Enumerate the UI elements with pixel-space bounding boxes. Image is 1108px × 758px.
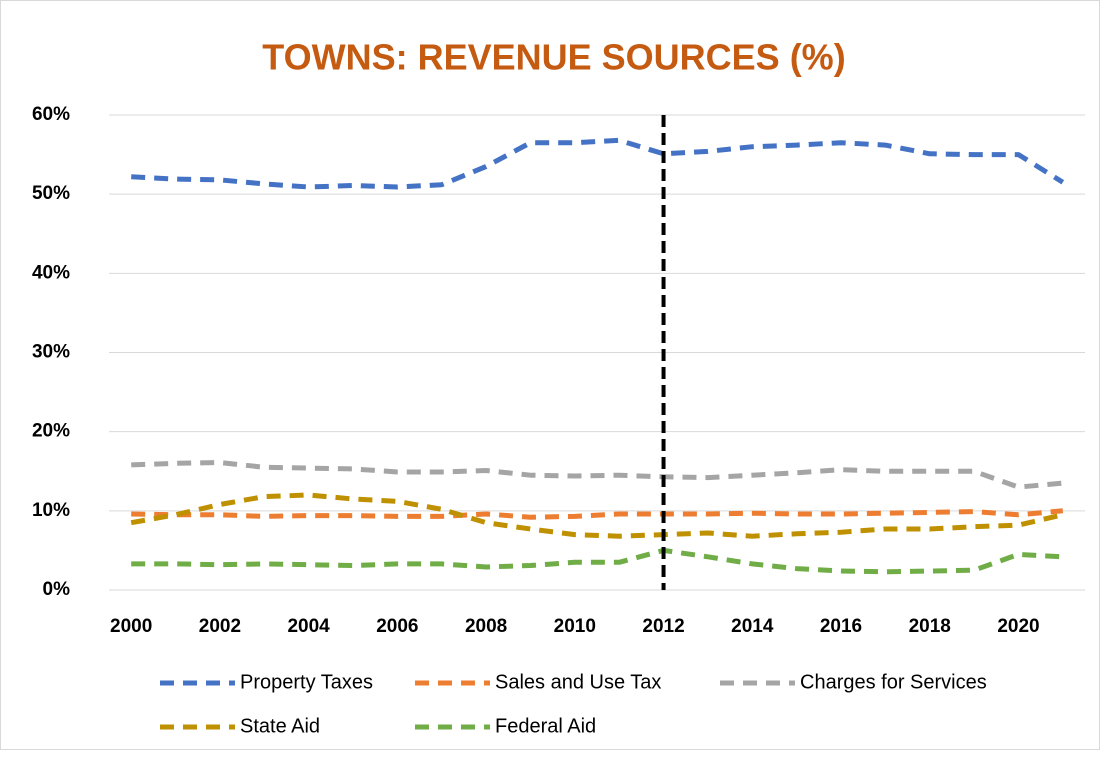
x-tick-label: 2004 [287, 616, 330, 637]
series-line [130, 492, 1064, 539]
x-tick-label: 2006 [376, 616, 418, 637]
x-tick-label: 2016 [820, 616, 862, 637]
series-line [131, 137, 1065, 190]
legend-label: Charges for Services [800, 671, 987, 693]
y-tick-label: 20% [32, 421, 70, 442]
series-line [131, 508, 1064, 520]
y-tick-label: 40% [32, 262, 70, 283]
legend-label: State Aid [240, 715, 320, 737]
y-tick-label: 10% [32, 500, 70, 521]
legend-label: Sales and Use Tax [495, 671, 661, 693]
chart-title: TOWNS: REVENUE SOURCES (%) [262, 37, 845, 78]
y-tick-label: 50% [32, 183, 70, 204]
series-line [131, 460, 1064, 490]
legend-label: Federal Aid [495, 715, 596, 737]
x-tick-label: 2010 [554, 616, 596, 637]
x-tick-label: 2000 [110, 616, 152, 637]
x-tick-label: 2012 [642, 616, 684, 637]
y-tick-label: 0% [43, 579, 71, 600]
x-tick-label: 2008 [465, 616, 507, 637]
x-tick-label: 2014 [731, 616, 774, 637]
y-tick-label: 60% [32, 104, 70, 125]
x-tick-label: 2020 [997, 616, 1039, 637]
legend-label: Property Taxes [240, 671, 373, 693]
series-line [131, 547, 1063, 575]
x-tick-label: 2018 [909, 616, 951, 637]
x-tick-label: 2002 [199, 616, 241, 637]
y-tick-label: 30% [32, 342, 70, 363]
